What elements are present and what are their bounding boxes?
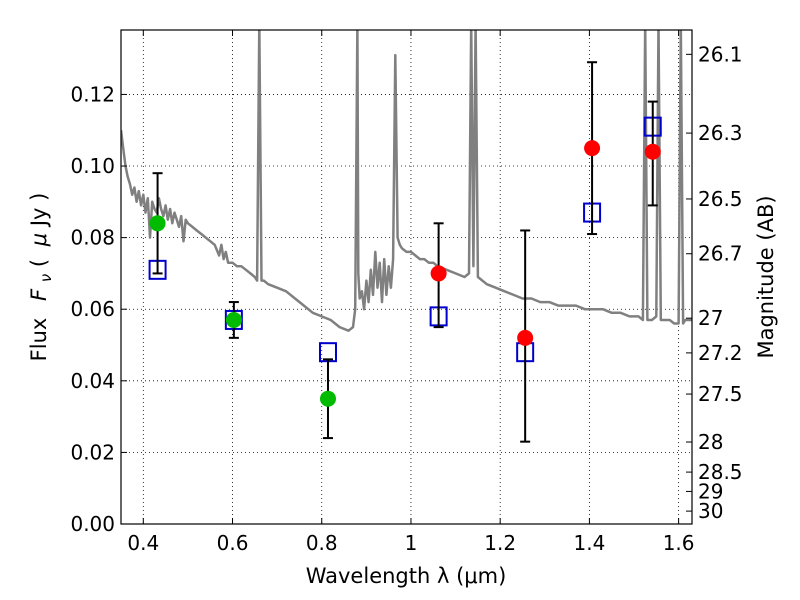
y-label-symbol: F bbox=[27, 288, 51, 301]
y-label-paren: ( bbox=[27, 259, 51, 267]
y-tick-label: 0.00 bbox=[70, 512, 115, 536]
right-tick-label: 29 bbox=[698, 479, 723, 503]
x-tick-label: 1.6 bbox=[663, 531, 695, 555]
y-tick-label: 0.08 bbox=[70, 226, 115, 250]
x-tick-label: 1 bbox=[405, 531, 418, 555]
model-spectrum bbox=[121, 30, 692, 332]
y-tick-label: 0.12 bbox=[70, 82, 115, 106]
data-point bbox=[225, 311, 242, 328]
y-label-subscript: ν bbox=[37, 274, 55, 282]
data-point bbox=[149, 215, 166, 232]
x-tick-label: 0.8 bbox=[306, 531, 338, 555]
x-tick-label: 0.6 bbox=[217, 531, 249, 555]
y-tick-label: 0.06 bbox=[70, 297, 115, 321]
x-tick-label: 0.4 bbox=[127, 531, 159, 555]
right-tick-label: 28.5 bbox=[698, 460, 743, 484]
y-label-unit: Jy ) bbox=[27, 193, 51, 229]
right-tick-label: 27.5 bbox=[698, 382, 743, 406]
x-axis-label: Wavelength λ (μm) bbox=[306, 564, 507, 588]
x-tick-label: 1.4 bbox=[573, 531, 605, 555]
plot-background bbox=[121, 30, 692, 524]
right-tick-label: 26.3 bbox=[698, 121, 743, 145]
x-tick-label: 1.2 bbox=[484, 531, 516, 555]
right-tick-label: 28 bbox=[698, 430, 723, 454]
right-tick-label: 26.1 bbox=[698, 42, 743, 66]
y-axis-label: Flux F ν ( μ Jy ) bbox=[27, 193, 56, 362]
data-markers bbox=[148, 61, 662, 443]
data-point bbox=[517, 329, 534, 346]
right-tick-label: 26.5 bbox=[698, 187, 743, 211]
data-point bbox=[584, 140, 601, 157]
plot-frame bbox=[120, 29, 693, 525]
y-tick-label: 0.02 bbox=[70, 440, 115, 464]
y-label-mu: μ bbox=[27, 233, 51, 247]
y-tick-label: 0.10 bbox=[70, 154, 115, 178]
data-point bbox=[430, 265, 447, 282]
data-point bbox=[644, 143, 661, 160]
data-point bbox=[319, 390, 336, 407]
right-tick-label: 26.7 bbox=[698, 242, 743, 266]
right-tick-label: 30 bbox=[698, 499, 723, 523]
right-axis-label: Magnitude (AB) bbox=[754, 195, 778, 358]
y-label-flux: Flux bbox=[27, 318, 51, 362]
y-tick-label: 0.04 bbox=[70, 369, 115, 393]
right-tick-label: 27.2 bbox=[698, 341, 743, 365]
spectrum-line bbox=[121, 30, 692, 332]
right-tick-label: 27 bbox=[698, 306, 723, 330]
axis-ticks: 0.4 0.6 0.8 1 1.2 1.4 1.6 0.00 0.02 0.04 0.06 0.08 0… bbox=[70, 30, 743, 555]
